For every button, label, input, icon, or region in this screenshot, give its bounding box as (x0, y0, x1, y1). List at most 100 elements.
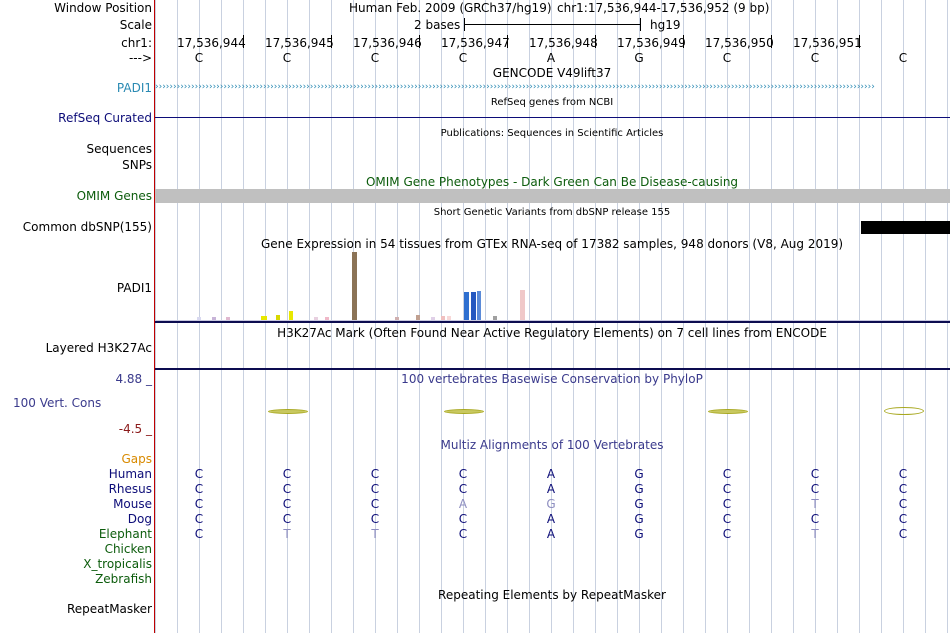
base-letter[interactable]: C (810, 51, 820, 65)
guideline (573, 0, 574, 633)
species-label[interactable]: Rhesus (108, 482, 152, 496)
aligned-base: G (634, 527, 644, 541)
guideline (485, 0, 486, 633)
multiz-title[interactable]: Multiz Alignments of 100 Vertebrates (440, 438, 664, 452)
species-label[interactable]: Human (108, 467, 152, 481)
base-letter[interactable]: C (898, 51, 908, 65)
refseq-gene-line[interactable] (155, 117, 950, 118)
gencode-gene-track[interactable]: ››››››››››››››››››››››››››››››››››››››››… (155, 82, 875, 92)
gtex-tissue-bar[interactable] (352, 252, 357, 320)
guideline (177, 0, 178, 633)
omim-title[interactable]: OMIM Gene Phenotypes - Dark Green Can Be… (365, 175, 739, 189)
strand-label[interactable]: ---> (128, 51, 152, 65)
ruler-tick (683, 35, 684, 48)
gtex-expression-chart[interactable] (155, 250, 950, 321)
ruler-tick-label: 17,536,947 (441, 36, 510, 50)
ruler-tick-label: 17,536,945 (265, 36, 334, 50)
scale-text: 2 bases (414, 18, 461, 32)
dbsnp-title[interactable]: Short Genetic Variants from dbSNP releas… (433, 207, 671, 218)
gtex-tissue-bar[interactable] (226, 317, 230, 320)
refseq-label[interactable]: RefSeq Curated (58, 111, 152, 125)
species-label[interactable]: X_tropicalis (83, 557, 152, 571)
cons-title[interactable]: 100 vertebrates Basewise Conservation by… (401, 372, 703, 386)
aligned-base: C (282, 467, 292, 481)
dbsnp-variant-bar[interactable] (861, 221, 950, 234)
guideline (617, 0, 618, 633)
aligned-base: C (194, 512, 204, 526)
phylop-score-glyph[interactable] (708, 408, 748, 414)
guideline (903, 0, 904, 633)
sequences-label[interactable]: Sequences (86, 142, 152, 156)
species-label[interactable]: Elephant (98, 527, 152, 541)
guideline (815, 0, 816, 633)
base-letter[interactable]: G (634, 51, 644, 65)
chrom-label[interactable]: chr1: (121, 36, 152, 50)
guideline (749, 0, 750, 633)
species-label[interactable]: Zebrafish (95, 572, 152, 586)
repeat-label[interactable]: RepeatMasker (66, 602, 152, 616)
gtex-title[interactable]: Gene Expression in 54 tissues from GTEx … (260, 237, 844, 251)
gencode-gene-label[interactable]: PADI1 (116, 81, 152, 95)
gtex-tissue-bar[interactable] (477, 291, 481, 320)
gtex-tissue-bar[interactable] (520, 290, 525, 320)
snps-label[interactable]: SNPs (122, 158, 152, 172)
base-letter[interactable]: C (370, 51, 380, 65)
repeat-title[interactable]: Repeating Elements by RepeatMasker (438, 588, 666, 602)
scale-label[interactable]: Scale (119, 18, 152, 32)
gtex-tissue-bar[interactable] (471, 292, 476, 320)
ruler-tick-label: 17,536,948 (529, 36, 598, 50)
species-label[interactable]: Mouse (113, 497, 152, 511)
omim-label[interactable]: OMIM Genes (76, 189, 152, 203)
gtex-tissue-bar[interactable] (314, 317, 318, 320)
guideline (771, 0, 772, 633)
base-letter[interactable]: A (546, 51, 556, 65)
guideline (397, 0, 398, 633)
phylop-score-glyph[interactable] (884, 407, 924, 415)
gtex-tissue-bar[interactable] (289, 311, 293, 320)
h3k27ac-label[interactable]: Layered H3K27Ac (45, 341, 152, 355)
gtex-tissue-bar[interactable] (441, 316, 445, 320)
omim-gene-bar[interactable] (155, 189, 950, 203)
aligned-base: C (810, 467, 820, 481)
gtex-tissue-bar[interactable] (276, 315, 280, 320)
guideline (881, 0, 882, 633)
position-readout: chr1:17,536,944-17,536,952 (9 bp) (557, 1, 770, 15)
guideline (727, 0, 728, 633)
guideline (595, 0, 596, 633)
aligned-base: C (370, 467, 380, 481)
gtex-tissue-bar[interactable] (395, 317, 399, 320)
publications-title[interactable]: Publications: Sequences in Scientific Ar… (440, 128, 664, 139)
aligned-base: C (722, 512, 732, 526)
gtex-label[interactable]: PADI1 (116, 281, 152, 295)
phylop-score-glyph[interactable] (444, 408, 484, 414)
h3k27ac-title[interactable]: H3K27Ac Mark (Often Found Near Active Re… (277, 326, 827, 340)
window-position-label[interactable]: Window Position (54, 1, 152, 15)
cons-label[interactable]: 100 Vert. Cons (13, 396, 102, 410)
gtex-tissue-bar[interactable] (464, 292, 469, 320)
base-letter[interactable]: C (194, 51, 204, 65)
phylop-score-glyph[interactable] (268, 408, 308, 414)
gencode-title[interactable]: GENCODE V49lift37 (492, 66, 612, 80)
gtex-tissue-bar[interactable] (493, 316, 497, 320)
gtex-tissue-bar[interactable] (447, 316, 451, 320)
aligned-base: T (283, 527, 291, 541)
gtex-tissue-bar[interactable] (197, 317, 201, 320)
refseq-title[interactable]: RefSeq genes from NCBI (490, 97, 614, 108)
species-label[interactable]: Dog (127, 512, 152, 526)
base-letter[interactable]: C (282, 51, 292, 65)
gtex-tissue-bar[interactable] (416, 315, 420, 320)
gtex-tissue-bar[interactable] (325, 317, 329, 320)
species-label[interactable]: Chicken (104, 542, 152, 556)
gtex-tissue-bar[interactable] (431, 317, 435, 320)
base-letter[interactable]: C (722, 51, 732, 65)
aligned-base: G (546, 497, 556, 511)
dbsnp-label[interactable]: Common dbSNP(155) (22, 220, 152, 234)
cons-min-label: -4.5 _ (118, 422, 152, 436)
aligned-base: C (722, 482, 732, 496)
gaps-label[interactable]: Gaps (121, 452, 152, 466)
base-letter[interactable]: C (458, 51, 468, 65)
aligned-base: G (634, 497, 644, 511)
gtex-tissue-bar[interactable] (212, 317, 216, 320)
gtex-tissue-bar[interactable] (261, 316, 267, 320)
aligned-base: A (458, 497, 468, 511)
